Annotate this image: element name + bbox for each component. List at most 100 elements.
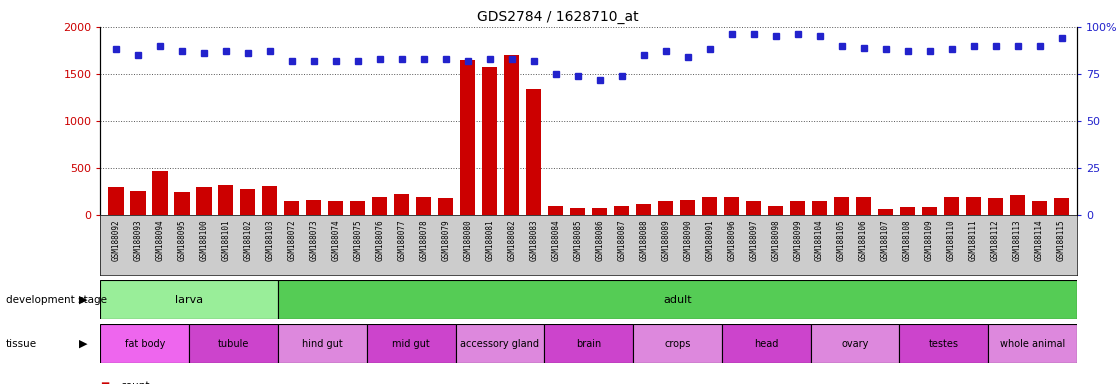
Bar: [878, 209, 893, 215]
Text: GSM188097: GSM188097: [749, 220, 758, 262]
Bar: [439, 198, 453, 215]
Bar: [944, 197, 960, 215]
Text: GSM188093: GSM188093: [133, 220, 143, 262]
Text: head: head: [754, 339, 779, 349]
Bar: [922, 207, 937, 215]
Text: GSM188075: GSM188075: [354, 220, 363, 262]
Text: GSM188074: GSM188074: [331, 220, 340, 262]
Text: GSM188085: GSM188085: [574, 220, 583, 262]
Text: GSM188088: GSM188088: [639, 220, 648, 262]
Text: GSM188087: GSM188087: [617, 220, 626, 262]
Bar: [218, 185, 233, 215]
Text: GSM188105: GSM188105: [837, 220, 846, 262]
Text: GSM188108: GSM188108: [903, 220, 912, 262]
Text: GSM188099: GSM188099: [793, 220, 802, 262]
Text: GSM188096: GSM188096: [728, 220, 737, 262]
Text: GSM188095: GSM188095: [177, 220, 186, 262]
Bar: [460, 60, 475, 215]
Bar: [856, 197, 872, 215]
Bar: [526, 89, 541, 215]
Text: GSM188106: GSM188106: [859, 220, 868, 262]
Text: GSM188082: GSM188082: [507, 220, 517, 262]
Text: GSM188104: GSM188104: [815, 220, 824, 262]
Text: GSM188103: GSM188103: [266, 220, 275, 262]
Bar: [702, 197, 718, 215]
Text: ovary: ovary: [841, 339, 868, 349]
Text: larva: larva: [175, 295, 203, 305]
Bar: [262, 186, 278, 215]
Bar: [724, 197, 739, 215]
Bar: [1054, 198, 1069, 215]
Text: GSM188094: GSM188094: [155, 220, 164, 262]
Text: GSM188111: GSM188111: [969, 220, 978, 262]
Bar: [633, 324, 722, 363]
Text: whole animal: whole animal: [1000, 339, 1065, 349]
Text: brain: brain: [576, 339, 602, 349]
Text: ■: ■: [100, 381, 109, 384]
Text: GSM188091: GSM188091: [705, 220, 714, 262]
Text: ▶: ▶: [78, 295, 87, 305]
Text: tubule: tubule: [218, 339, 249, 349]
Text: fat body: fat body: [125, 339, 165, 349]
Bar: [108, 187, 124, 215]
Text: tissue: tissue: [6, 339, 37, 349]
Text: GSM188113: GSM188113: [1013, 220, 1022, 262]
Text: development stage: development stage: [6, 295, 107, 305]
Bar: [1010, 195, 1026, 215]
Bar: [174, 192, 190, 215]
Text: GSM188089: GSM188089: [661, 220, 671, 262]
Bar: [658, 201, 673, 215]
Bar: [722, 324, 810, 363]
Text: GSM188079: GSM188079: [441, 220, 450, 262]
Bar: [278, 280, 1077, 319]
Bar: [328, 201, 344, 215]
Text: GSM188110: GSM188110: [947, 220, 956, 262]
Text: GSM188114: GSM188114: [1035, 220, 1045, 262]
Bar: [745, 201, 761, 215]
Bar: [614, 206, 629, 215]
Bar: [899, 324, 988, 363]
Bar: [988, 324, 1077, 363]
Text: mid gut: mid gut: [392, 339, 430, 349]
Text: hind gut: hind gut: [302, 339, 343, 349]
Bar: [1032, 201, 1047, 215]
Text: GSM188100: GSM188100: [200, 220, 209, 262]
Text: GSM188078: GSM188078: [420, 220, 429, 262]
Text: GSM188083: GSM188083: [529, 220, 538, 262]
Bar: [504, 55, 519, 215]
Bar: [100, 324, 190, 363]
Bar: [306, 200, 321, 215]
Text: crops: crops: [664, 339, 691, 349]
Bar: [790, 201, 806, 215]
Bar: [636, 204, 652, 215]
Bar: [367, 324, 455, 363]
Text: GSM188092: GSM188092: [112, 220, 121, 262]
Text: GSM188090: GSM188090: [683, 220, 692, 262]
Text: GSM188115: GSM188115: [1057, 220, 1066, 262]
Bar: [285, 201, 299, 215]
Bar: [278, 324, 367, 363]
Text: adult: adult: [663, 295, 692, 305]
Bar: [548, 206, 564, 215]
Bar: [152, 171, 167, 215]
Bar: [482, 67, 498, 215]
Bar: [680, 200, 695, 215]
Bar: [196, 187, 212, 215]
Text: GSM188081: GSM188081: [485, 220, 494, 262]
Bar: [394, 194, 410, 215]
Text: GSM188107: GSM188107: [882, 220, 891, 262]
Text: GSM188077: GSM188077: [397, 220, 406, 262]
Text: count: count: [121, 381, 150, 384]
Bar: [810, 324, 899, 363]
Text: GSM188072: GSM188072: [287, 220, 296, 262]
Bar: [768, 206, 783, 215]
Bar: [988, 198, 1003, 215]
Text: GSM188098: GSM188098: [771, 220, 780, 262]
Bar: [100, 280, 278, 319]
Text: testes: testes: [929, 339, 959, 349]
Text: GSM188101: GSM188101: [221, 220, 230, 262]
Bar: [240, 189, 256, 215]
Text: GSM188086: GSM188086: [595, 220, 604, 262]
Bar: [416, 197, 432, 215]
Bar: [834, 197, 849, 215]
